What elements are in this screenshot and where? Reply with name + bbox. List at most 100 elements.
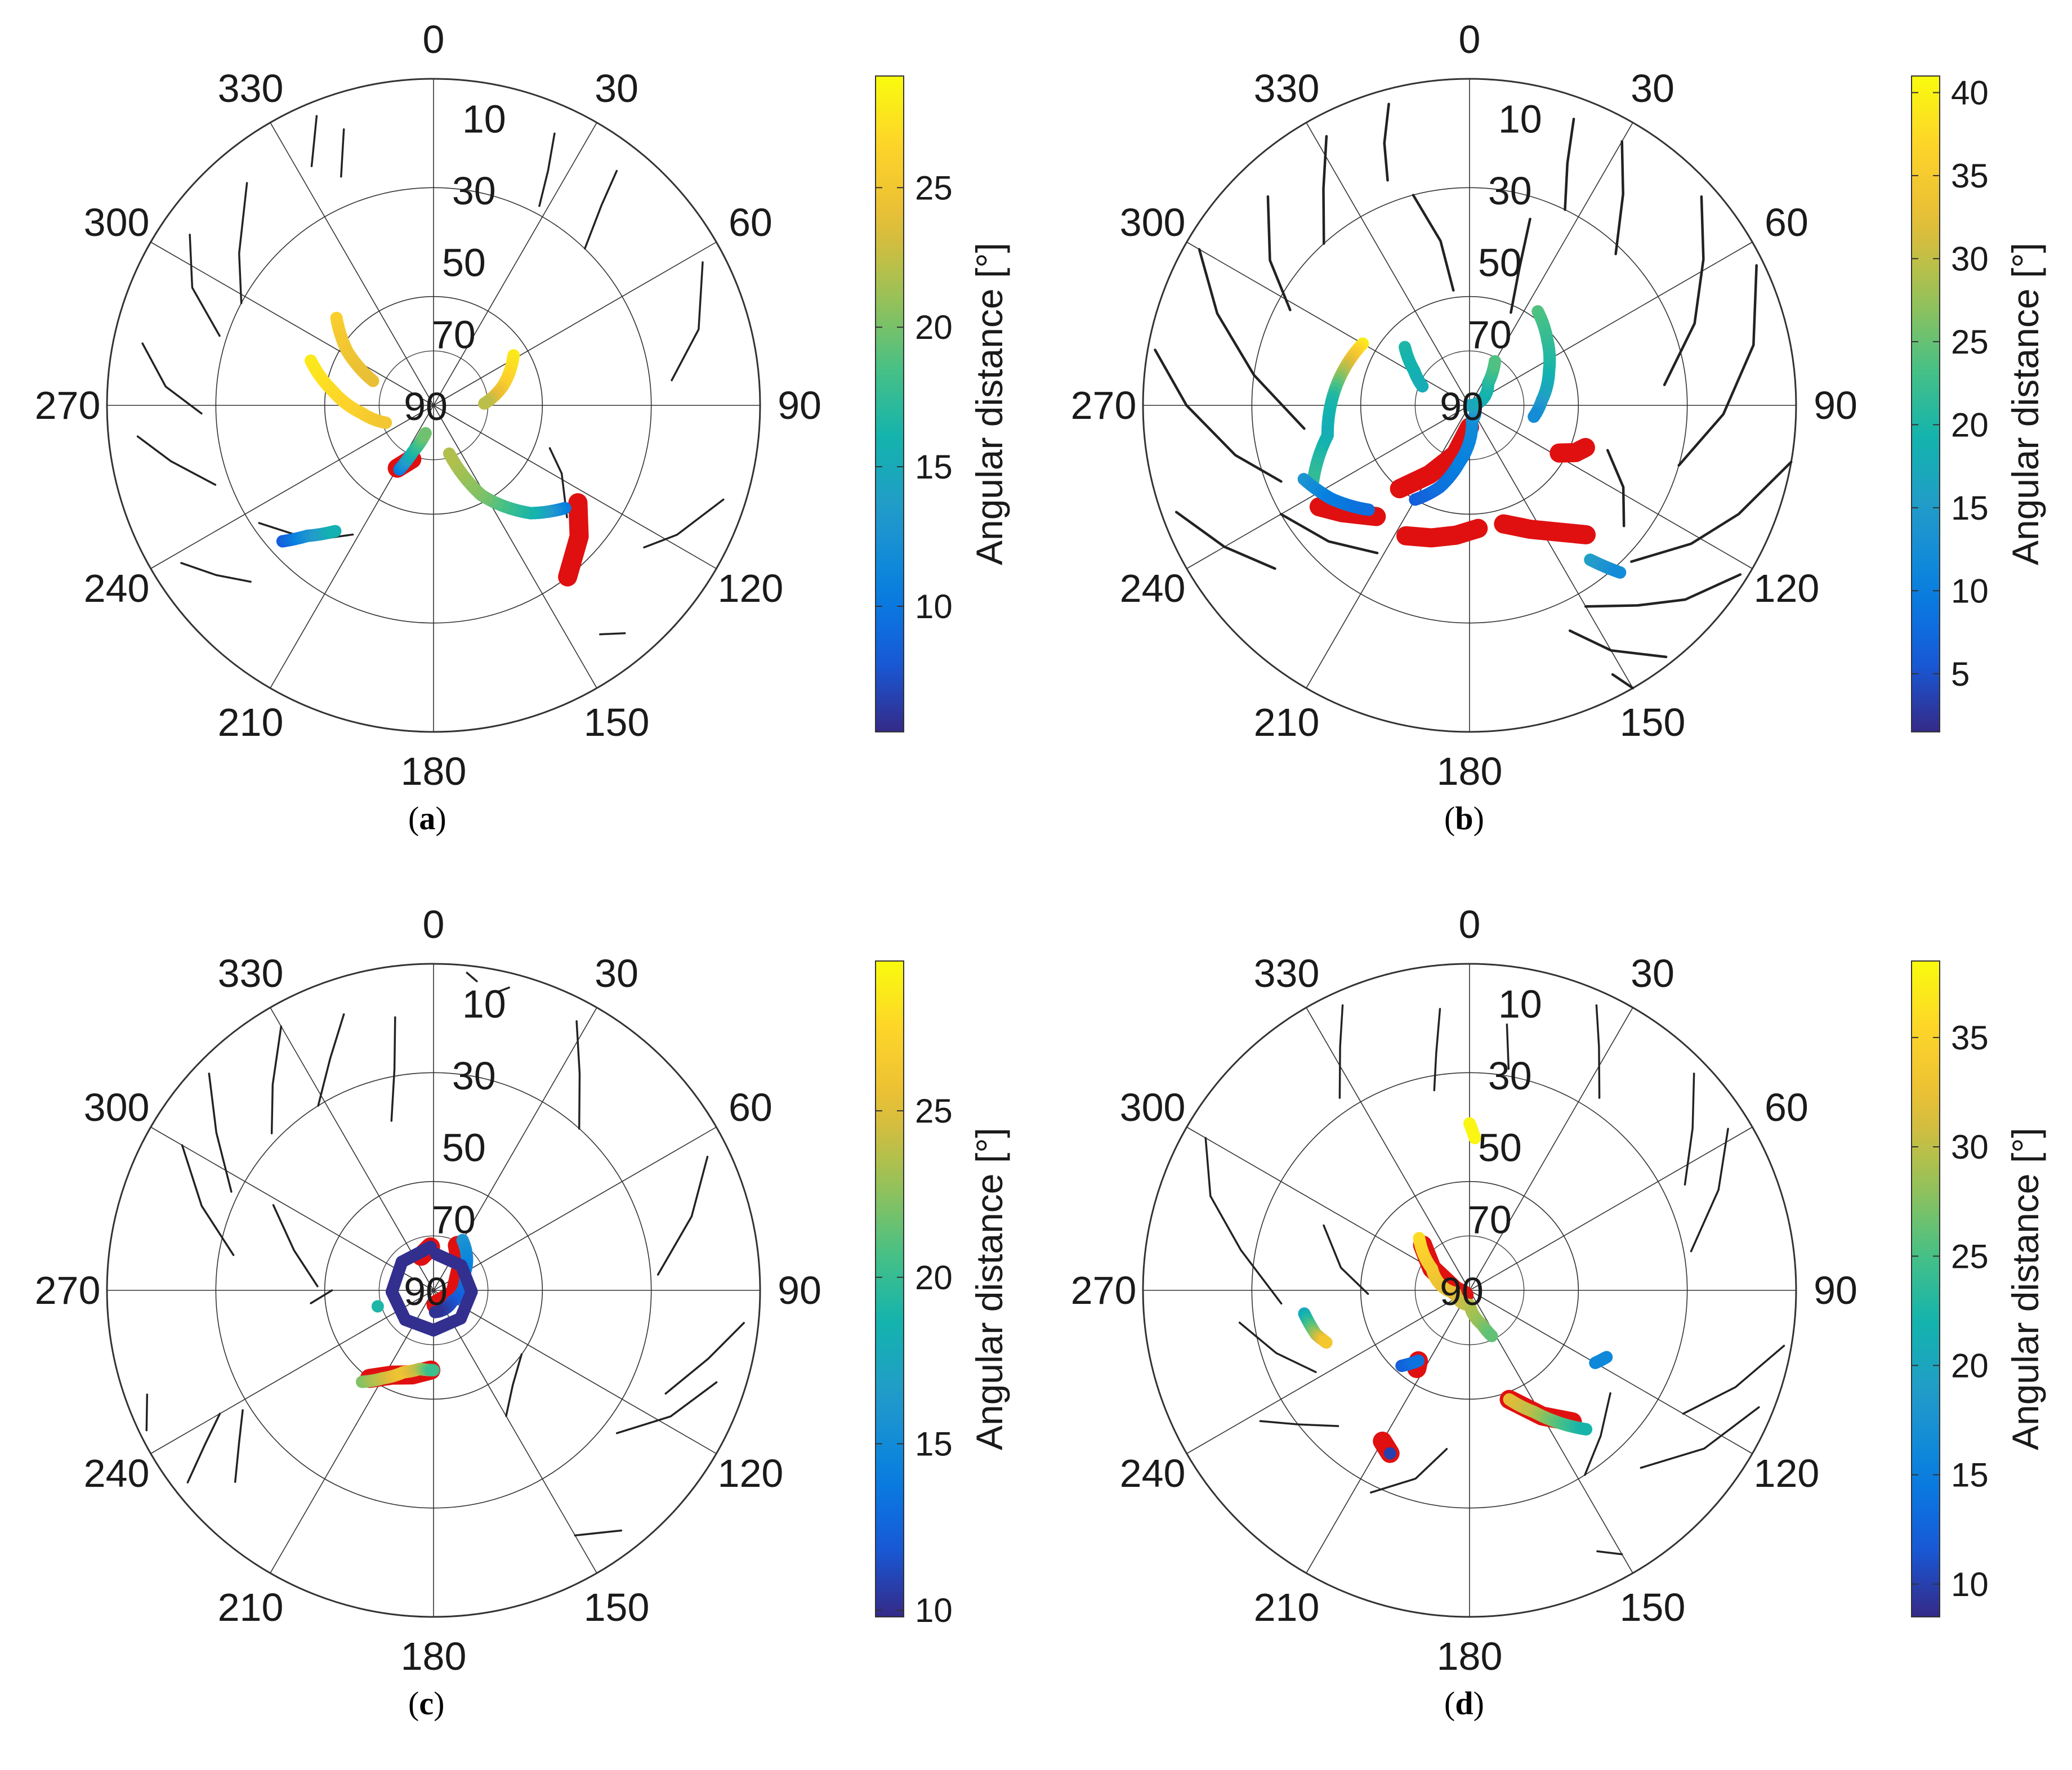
background-track <box>1338 1004 1344 1099</box>
panel-caption: (a) <box>408 800 446 837</box>
background-track <box>238 182 248 305</box>
background-track <box>1663 195 1705 386</box>
elevation-tick-labels: 10 30 50 70 90 <box>1440 97 1542 428</box>
grid-spoke <box>1306 405 1470 689</box>
colorbar-gradient <box>1911 960 1940 1617</box>
angle-tick-label: 330 <box>1254 951 1320 995</box>
highlight-track <box>1494 514 1596 544</box>
background-track <box>145 1393 149 1432</box>
angle-tick-label: 150 <box>1620 700 1686 744</box>
angle-tick-label: 330 <box>218 66 284 110</box>
colored-track <box>356 1362 440 1388</box>
background-track <box>1596 1550 1623 1556</box>
background-track <box>1383 102 1390 182</box>
colorbar-label: Angular distance [°] <box>2004 1128 2046 1450</box>
colorbar-tick-label: 15 <box>1951 1456 1989 1494</box>
colorbar: 10 15 20 25 Angular distance [°] <box>875 75 1010 732</box>
highlight-tracks <box>387 449 589 587</box>
colored-track <box>304 354 392 429</box>
colored-track <box>1528 305 1556 423</box>
colored-track <box>1383 1447 1396 1460</box>
colored-track <box>478 349 520 410</box>
elevation-tick-label: 50 <box>442 1126 486 1170</box>
colored-track <box>1297 473 1375 516</box>
angle-tick-label: 60 <box>1765 200 1808 244</box>
track-segment <box>1415 378 1429 393</box>
colored-tracks <box>1297 305 1627 579</box>
colored-track <box>330 311 379 387</box>
angle-tick-label: 90 <box>778 1268 821 1312</box>
elevation-tick-labels: 10 30 50 70 90 <box>1440 982 1542 1313</box>
angle-tick-label: 180 <box>401 749 467 793</box>
elevation-tick-label: 10 <box>462 97 506 141</box>
angle-tick-label: 180 <box>1437 749 1503 793</box>
grid-spoke <box>433 1290 717 1454</box>
track-segment <box>363 372 379 387</box>
background-track <box>1606 449 1626 528</box>
polar-grid <box>106 963 761 1618</box>
colorbar-tick-label: 35 <box>1951 1019 1989 1057</box>
angle-tick-label: 330 <box>218 951 284 995</box>
elevation-tick-label: 10 <box>1498 982 1542 1026</box>
angle-tick-label: 30 <box>595 66 638 110</box>
grid-spoke <box>433 405 597 689</box>
background-tracks <box>145 972 745 1537</box>
background-track <box>208 1072 233 1193</box>
angle-tick-label: 0 <box>423 17 445 61</box>
background-track <box>180 562 252 583</box>
background-track <box>310 1289 333 1304</box>
background-track <box>671 261 704 382</box>
grid-spoke <box>270 1007 434 1291</box>
highlight-track <box>1396 519 1488 548</box>
background-track <box>1323 1224 1369 1295</box>
colorbar-tick-label: 20 <box>915 1259 953 1297</box>
grid-spoke <box>1469 1127 1753 1291</box>
track-segment <box>1488 355 1502 370</box>
elevation-tick-label: 30 <box>452 169 496 213</box>
angle-tick-label: 270 <box>35 383 101 427</box>
angle-tick-label: 90 <box>1814 1268 1857 1312</box>
background-track <box>186 1413 221 1483</box>
panel-caption: (c) <box>408 1685 445 1722</box>
track-segment <box>1528 408 1542 423</box>
track-point <box>1383 1447 1396 1460</box>
elevation-tick-label: 30 <box>1488 169 1532 213</box>
background-track <box>1564 118 1575 211</box>
background-track <box>1640 1406 1760 1469</box>
highlight-track <box>558 493 589 587</box>
background-track <box>141 342 203 415</box>
background-track <box>340 128 345 178</box>
highlight-track <box>426 1236 471 1315</box>
background-track <box>1682 1344 1785 1415</box>
background-track <box>189 234 221 337</box>
angle-tick-label: 150 <box>584 700 650 744</box>
grid-spoke <box>1306 122 1470 406</box>
panel-caption-letter: c <box>419 1685 434 1722</box>
colored-track <box>385 1240 478 1337</box>
colorbar-tick-label: 25 <box>1951 1237 1989 1275</box>
angle-tick-labels: 0 30 60 90 120 150 180 210 240 270 300 330 <box>35 902 821 1678</box>
colorbar-tick-label: 25 <box>915 169 953 207</box>
angle-tick-label: 30 <box>1631 951 1674 995</box>
colored-track <box>276 525 342 548</box>
track-point <box>371 1300 384 1313</box>
chart-panel-d: 0 30 60 90 120 150 180 210 240 270 300 330 10 30 50 70 9… <box>1036 885 2072 1770</box>
grid-spoke <box>1469 405 1633 689</box>
background-track <box>575 1020 581 1130</box>
chart-panel-b: 0 30 60 90 120 150 180 210 240 270 300 330 10 30 50 70 9… <box>1036 0 2072 885</box>
grid-spoke <box>150 1290 434 1454</box>
background-tracks <box>136 115 725 636</box>
background-track <box>599 632 626 636</box>
colorbar-tick-label: 10 <box>1951 1566 1989 1603</box>
colored-track <box>1413 1232 1498 1343</box>
colorbar-tick-label: 15 <box>915 1425 953 1463</box>
angle-tick-label: 300 <box>84 1085 150 1129</box>
colored-track <box>443 447 571 520</box>
colorbar: 10 15 20 25 30 35 Angular distance [°] <box>1911 960 2046 1617</box>
background-track <box>136 435 217 486</box>
background-track <box>1198 248 1306 430</box>
colored-track <box>1298 1307 1333 1349</box>
track-segment <box>1611 565 1627 579</box>
background-track <box>615 1381 718 1434</box>
colored-track <box>1395 1355 1425 1373</box>
